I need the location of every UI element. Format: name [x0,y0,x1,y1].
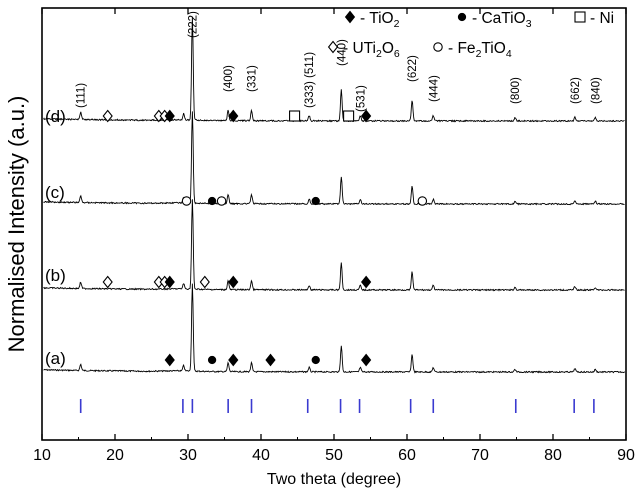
x-tick-label: 10 [33,447,51,464]
legend-label: - CaTiO3 [472,10,532,30]
marker-open-square [343,110,355,122]
legend-label: - Ni [590,10,614,27]
peak-label: (222) [187,11,199,38]
marker-filled-diamond [164,275,175,289]
curve-label: (a) [45,349,66,368]
x-tick-label: 60 [398,447,416,464]
plot-frame [41,7,627,441]
marker-filled-diamond [361,275,372,289]
plot-border [41,7,627,441]
x-tick-label: 70 [471,447,489,464]
peak-label: (622) [407,55,419,82]
phase-markers [102,10,586,367]
x-tick-label: 30 [179,447,197,464]
x-tick-label: 50 [325,447,343,464]
legend-symbol [344,10,356,24]
marker-open-circle [181,196,192,206]
marker-filled-diamond [265,353,276,367]
legend-label: - TiO2 [360,10,400,30]
marker-filled-circle [311,196,320,206]
peak-label: (444) [428,75,440,102]
peak-label: (333) (511) [304,52,316,108]
x-tick-label: 80 [544,447,562,464]
curve-label: (c) [45,183,65,202]
peak-label: (531) [355,85,367,112]
curve-labels: (a) (b) (c) (d) [45,107,66,368]
marker-open-square [289,110,301,122]
legend-label: - UTi2O6 [343,40,400,60]
series-line-b [43,199,625,292]
marker-filled-diamond [228,353,239,367]
x-axis-label: Two theta (degree) [267,471,401,488]
marker-filled-diamond [361,353,372,367]
marker-filled-circle [207,355,217,365]
peak-label: (662) [570,77,582,104]
reference-lines [79,399,595,413]
series-curves [43,16,625,374]
peak-labels: (111) (222) (400) (331) (333) (511) (440) (531… [76,11,603,112]
marker-filled-diamond [164,353,175,367]
peak-label: (400) [223,65,235,92]
peak-label: (840) [590,77,602,104]
curve-label: (b) [45,266,66,285]
legend-symbol [433,42,443,52]
legend-symbol [457,12,467,22]
peak-label: (800) [510,77,522,104]
x-tick-label: 20 [106,447,124,464]
marker-open-circle [216,196,227,206]
marker-open-diamond [199,275,210,289]
y-axis-label: Normalised Intensity (a.u.) [4,96,29,353]
series-line-a [43,283,625,374]
marker-open-circle [417,196,428,206]
legend: - TiO2 - CaTiO3 - Ni - UTi2O6 - Fe2TiO4 [343,10,614,60]
marker-open-diamond [102,109,113,123]
x-tick-label: 90 [617,447,635,464]
legend-symbol [327,40,339,54]
legend-symbol [574,11,586,23]
marker-filled-diamond [228,275,239,289]
peak-label: (440) [336,39,348,66]
peak-label: (331) [247,65,259,92]
marker-filled-diamond [228,109,239,123]
marker-filled-diamond [361,109,372,123]
marker-filled-circle [207,196,217,206]
marker-filled-circle [311,355,320,365]
axes: 10 20 30 40 50 60 70 80 90 Two theta (degree) Norm… [4,8,635,488]
x-tick-label: 40 [252,447,270,464]
marker-open-diamond [102,275,113,289]
legend-label: - Fe2TiO4 [448,40,512,60]
curve-label: (d) [45,107,66,126]
marker-filled-diamond [164,109,175,123]
series-line-d [43,16,625,123]
series-line-c [43,111,625,206]
peak-label: (111) [76,83,88,108]
